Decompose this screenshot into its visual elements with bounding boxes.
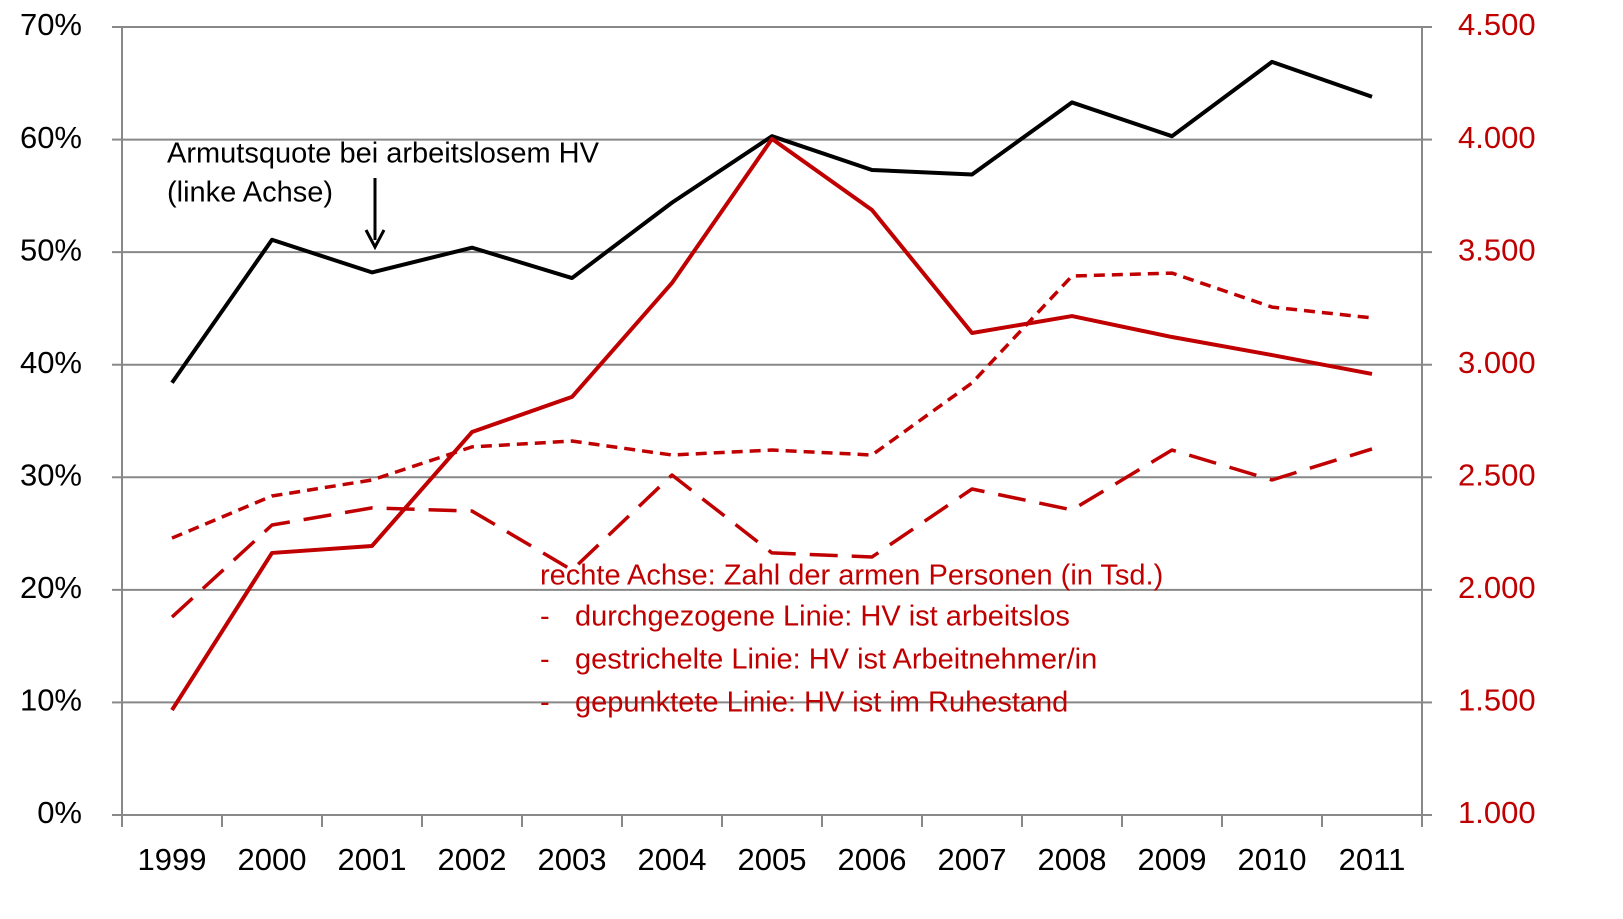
x-tick-label: 2007 bbox=[938, 842, 1007, 877]
y2-tick-label: 1.000 bbox=[1458, 795, 1536, 830]
series-line bbox=[171, 271, 1373, 540]
y-tick-label: 10% bbox=[20, 683, 82, 718]
x-tick-label: 2004 bbox=[638, 842, 707, 877]
y-tick-label: 20% bbox=[20, 570, 82, 605]
series-line bbox=[170, 136, 1373, 712]
annotation: (linke Achse) bbox=[167, 177, 333, 209]
series-line bbox=[170, 447, 1373, 619]
series-line bbox=[170, 59, 1373, 384]
plot: 0% 10% 20% 30% 40% 50% 60% 70% 1.000 1.500 2.000 2.… bbox=[20, 7, 1536, 877]
x-tick-label: 2009 bbox=[1138, 842, 1207, 877]
x-tick-label: 2008 bbox=[1038, 842, 1107, 877]
x-tick-label: 2000 bbox=[238, 842, 307, 877]
x-tick-label: 2002 bbox=[438, 842, 507, 877]
annotation: Armutsquote bei arbeitslosem HV bbox=[167, 138, 600, 170]
y-tick-label: 60% bbox=[20, 120, 82, 155]
y-tick-label: 30% bbox=[20, 457, 82, 492]
y-tick-label: 40% bbox=[20, 345, 82, 380]
x-tick-label: 2011 bbox=[1339, 842, 1406, 877]
arrow-head bbox=[364, 229, 386, 251]
y2-tick-label: 2.000 bbox=[1458, 570, 1536, 605]
y2-tick-label: 4.500 bbox=[1458, 7, 1536, 42]
annotation: gestrichelte Linie: HV ist Arbeitnehmer/… bbox=[575, 644, 1097, 676]
annotation-bullet: - bbox=[540, 644, 550, 676]
x-tick-label: 2005 bbox=[738, 842, 807, 877]
y2-tick-label: 3.000 bbox=[1458, 345, 1536, 380]
x-tick-label: 2001 bbox=[338, 842, 407, 877]
annotation: durchgezogene Linie: HV ist arbeitslos bbox=[575, 601, 1070, 633]
annotation: gepunktete Linie: HV ist im Ruhestand bbox=[575, 687, 1068, 719]
y2-tick-label: 3.500 bbox=[1458, 232, 1536, 267]
y-tick-label: 70% bbox=[20, 7, 82, 42]
x-tick-label: 1999 bbox=[138, 842, 207, 877]
x-tick-label: 2003 bbox=[538, 842, 607, 877]
x-tick-label: 2006 bbox=[838, 842, 907, 877]
y2-tick-label: 2.500 bbox=[1458, 457, 1536, 492]
annotation-bullet: - bbox=[540, 687, 550, 719]
y-tick-label: 0% bbox=[37, 795, 82, 830]
annotation: rechte Achse: Zahl der armen Personen (i… bbox=[540, 560, 1163, 592]
y2-tick-label: 4.000 bbox=[1458, 120, 1536, 155]
annotation-bullet: - bbox=[540, 601, 550, 633]
x-tick-label: 2010 bbox=[1238, 842, 1307, 877]
y-tick-label: 50% bbox=[20, 232, 82, 267]
y2-tick-label: 1.500 bbox=[1458, 683, 1536, 718]
